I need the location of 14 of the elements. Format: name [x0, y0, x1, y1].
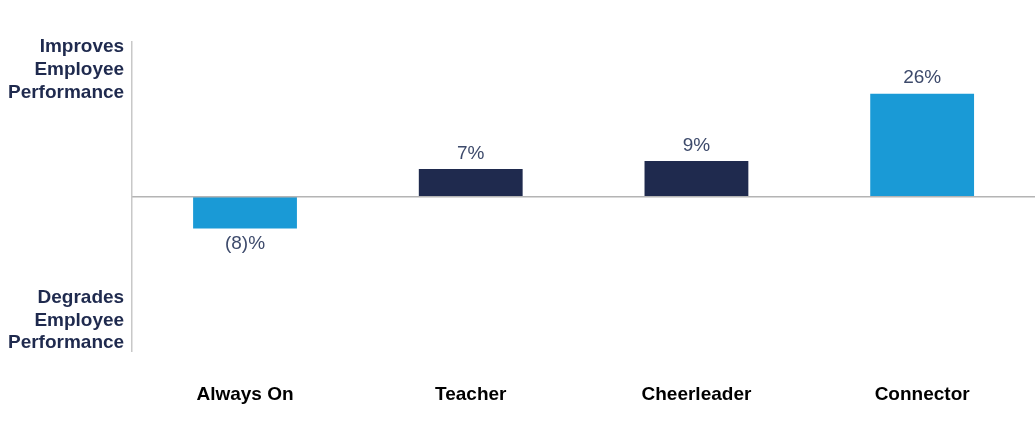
data-label: (8)%	[224, 232, 266, 254]
x-tick-label: Cheerleader	[641, 382, 752, 404]
x-tick-label: Connector	[874, 382, 971, 404]
bar	[870, 93, 975, 197]
x-tick-label: Always On	[196, 382, 294, 404]
data-label: 7%	[456, 141, 485, 163]
data-label: 26%	[903, 66, 942, 88]
text: Improves Employee Performance	[7, 35, 125, 103]
bar	[418, 168, 523, 197]
bar	[193, 196, 297, 229]
data-label: 9%	[682, 133, 711, 155]
bar	[644, 161, 749, 197]
x-tick-label: Teacher	[434, 382, 508, 404]
text: Degrades Employee Performance	[7, 285, 125, 353]
